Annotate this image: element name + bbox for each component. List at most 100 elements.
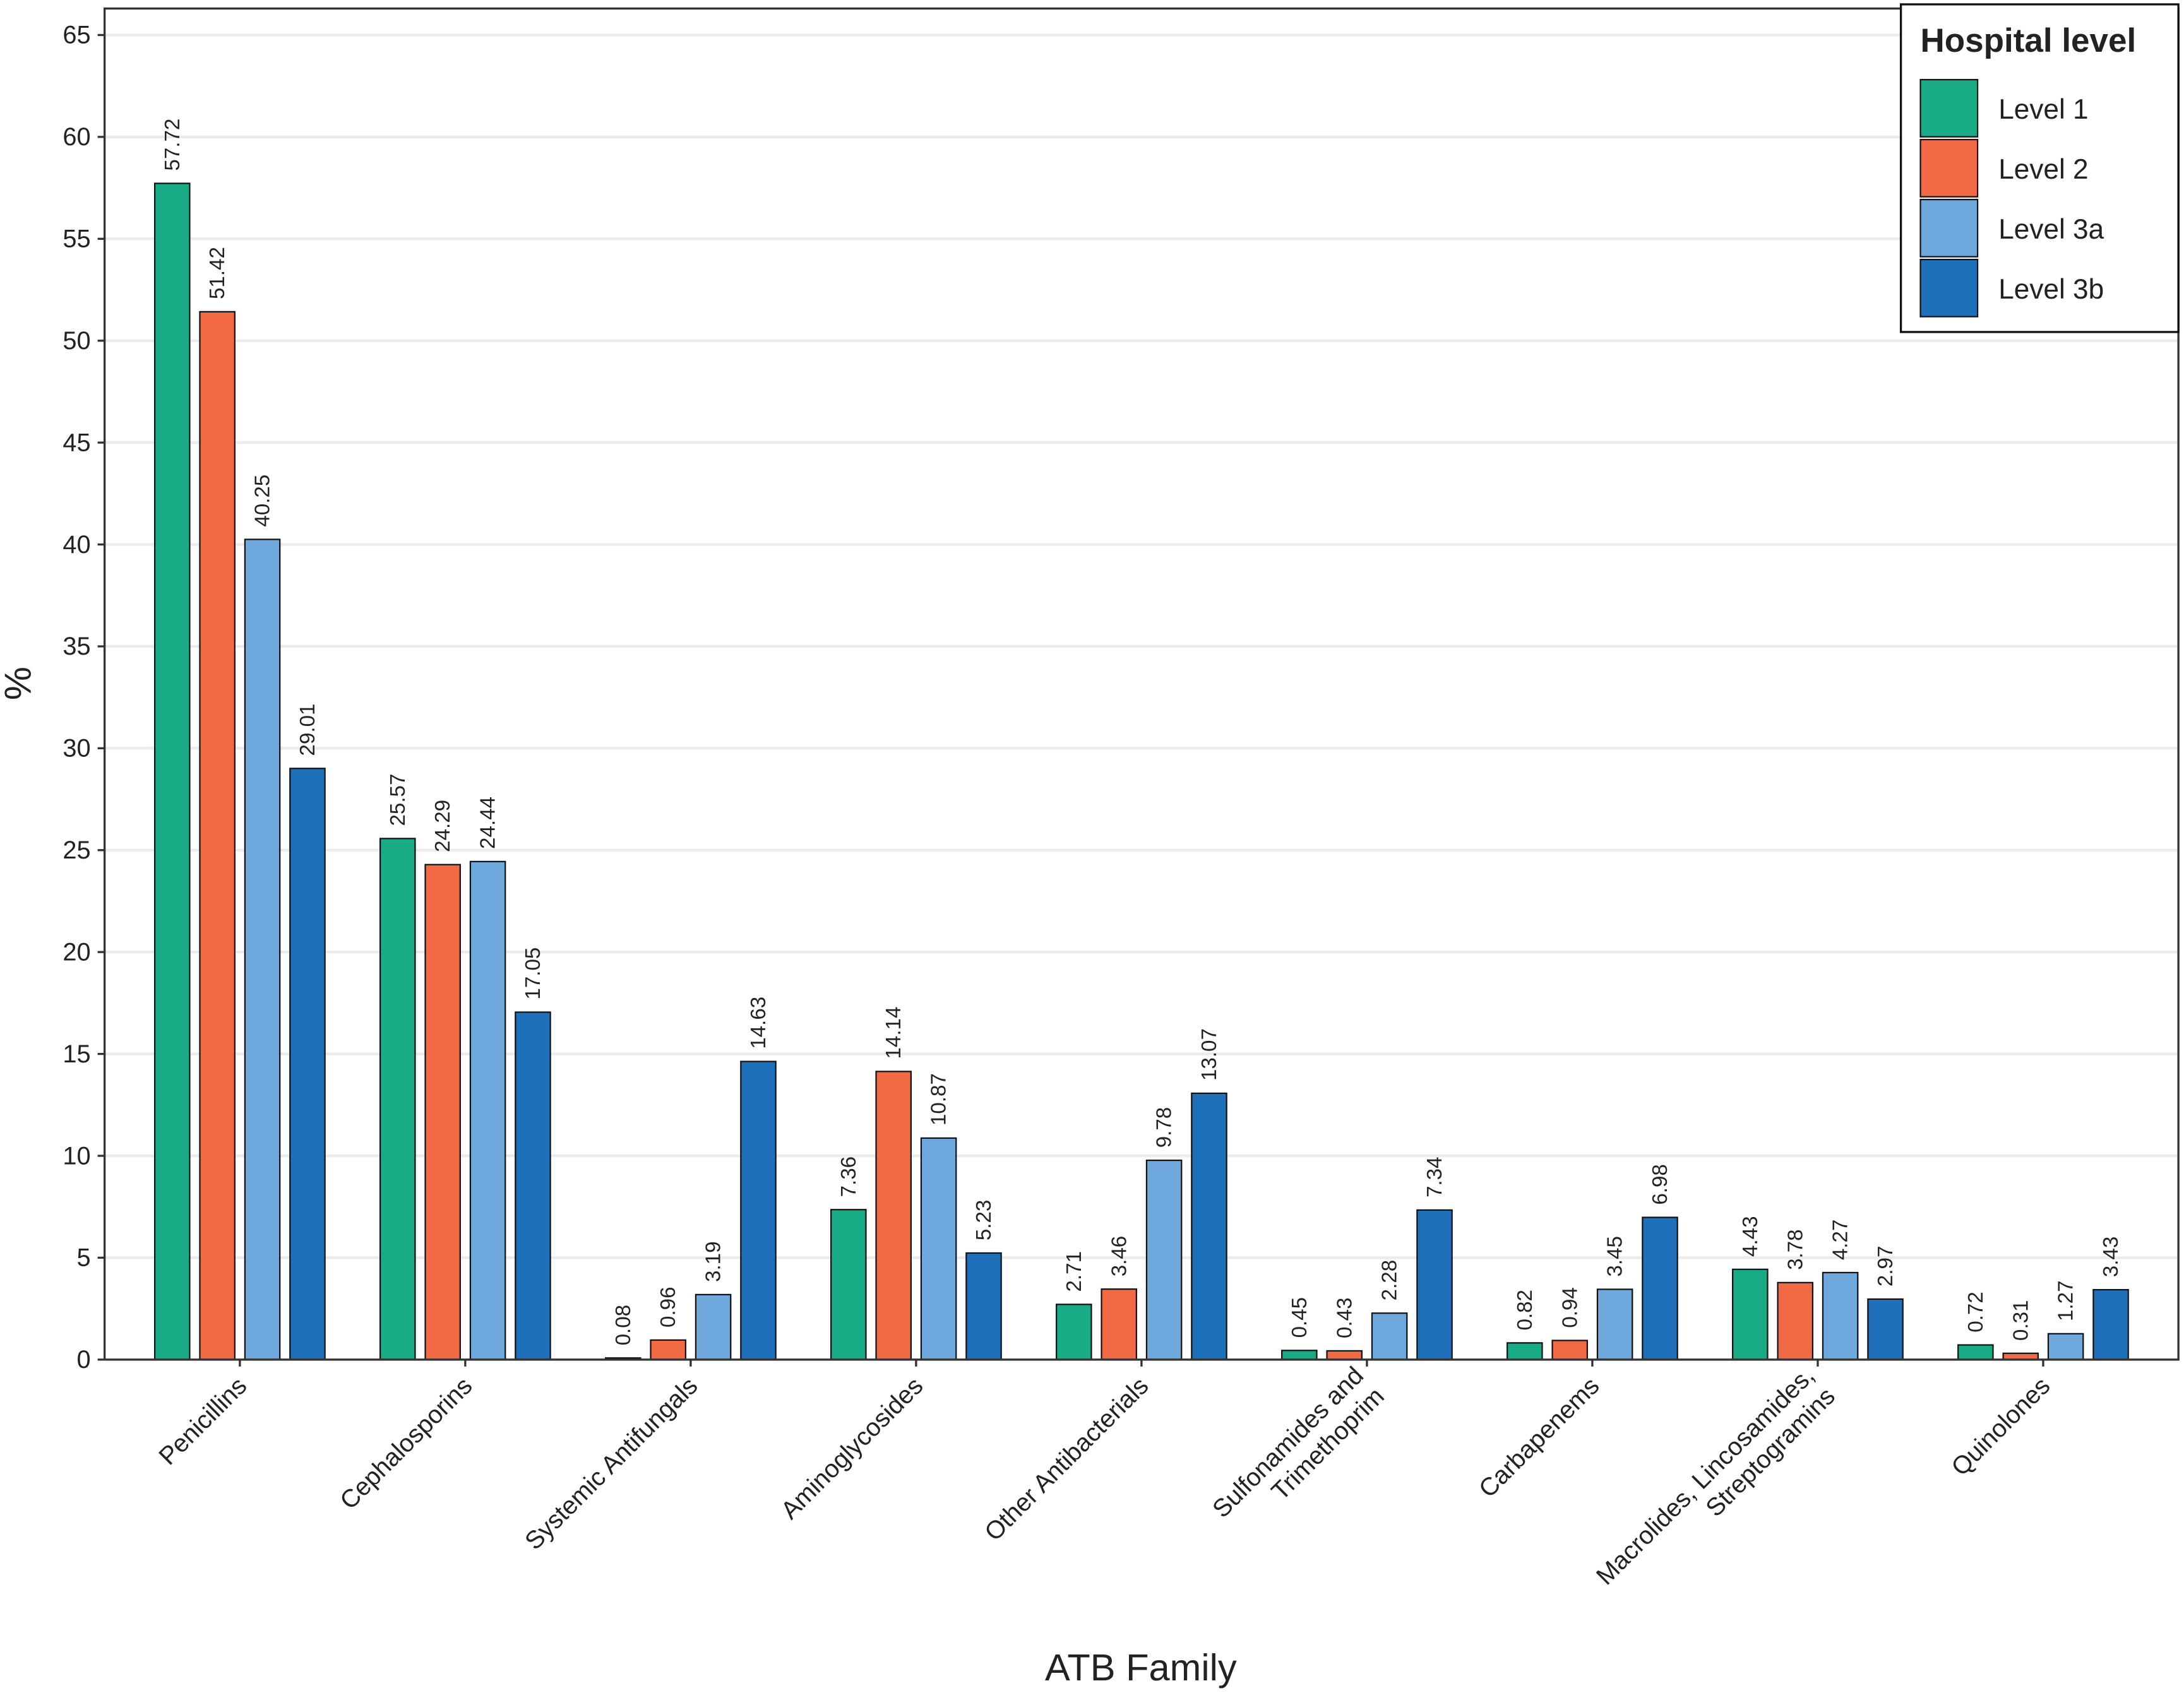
value-label: 10.87 (928, 1073, 951, 1126)
x-tick-label: Other Antibacterials (979, 1372, 1154, 1546)
value-label: 9.78 (1153, 1107, 1176, 1148)
value-label: 0.72 (1964, 1292, 1988, 1332)
y-tick-label: 30 (63, 735, 90, 763)
y-tick-label: 60 (63, 123, 90, 151)
bar (650, 1339, 686, 1360)
value-label: 17.05 (522, 947, 545, 1000)
x-tick-label: Carbapenems (1474, 1372, 1605, 1503)
value-label: 40.25 (251, 475, 275, 527)
x-axis-title: ATB Family (1045, 1646, 1237, 1689)
bar (1732, 1268, 1769, 1360)
value-label: 2.97 (1874, 1246, 1897, 1286)
value-label: 51.42 (206, 247, 229, 299)
y-tick-label: 55 (63, 225, 90, 253)
y-tick-label: 0 (76, 1346, 90, 1374)
value-label: 57.72 (161, 119, 184, 171)
bar (1642, 1216, 1678, 1360)
value-label: 14.14 (882, 1007, 905, 1059)
value-label: 7.36 (837, 1156, 861, 1197)
value-label: 2.28 (1378, 1260, 1402, 1300)
value-label: 3.46 (1107, 1236, 1131, 1276)
bar (1957, 1344, 1994, 1360)
value-label: 13.07 (1198, 1028, 1221, 1081)
value-label: 3.43 (2099, 1237, 2123, 1277)
bar (1822, 1271, 1859, 1360)
bar (289, 768, 326, 1360)
bar (1867, 1298, 1904, 1360)
bar (1101, 1288, 1137, 1360)
x-tick-label: Quinolones (1946, 1372, 2055, 1481)
bar (515, 1011, 551, 1360)
value-label: 0.31 (2009, 1300, 2032, 1340)
legend-label: Level 3a (1998, 214, 2104, 245)
bar (2047, 1333, 2084, 1360)
y-tick-label: 5 (76, 1244, 90, 1272)
value-label: 1.27 (2055, 1280, 2078, 1321)
x-tick-label: Macrolides, Lincosamides,Streptogramins (1591, 1362, 1841, 1611)
legend-swatch (1919, 199, 1979, 258)
bar (469, 860, 506, 1360)
x-tick-label: Aminoglycosides (776, 1372, 929, 1524)
value-label: 3.45 (1604, 1236, 1627, 1276)
bar (1416, 1209, 1453, 1360)
y-tick-label: 50 (63, 327, 90, 355)
y-tick-label: 65 (63, 21, 90, 49)
bar (1145, 1160, 1183, 1360)
y-tick-label: 35 (63, 633, 90, 660)
value-label: 5.23 (972, 1200, 996, 1240)
value-label: 25.57 (386, 774, 410, 826)
value-label: 3.78 (1784, 1229, 1807, 1269)
value-label: 2.71 (1063, 1251, 1086, 1292)
x-tick-label: Cephalosporins (335, 1372, 477, 1514)
legend-label: Level 2 (1998, 154, 2088, 185)
bar (920, 1137, 957, 1360)
value-label: 24.44 (477, 797, 500, 849)
bar (875, 1071, 912, 1360)
value-label: 0.45 (1288, 1297, 1311, 1338)
bar (153, 182, 191, 1360)
bar (2092, 1289, 2129, 1360)
legend-label: Level 3b (1998, 274, 2104, 305)
bar (740, 1060, 777, 1360)
value-label: 7.34 (1423, 1157, 1447, 1197)
legend-swatch (1919, 79, 1979, 138)
legend-title: Hospital level (1921, 22, 2137, 59)
x-tick-label: Sulfonamides andTrimethoprim (1207, 1362, 1390, 1544)
bar (1056, 1304, 1092, 1360)
value-label: 0.94 (1558, 1287, 1582, 1328)
plot-border (104, 7, 2180, 1361)
y-tick-label: 25 (63, 836, 90, 864)
y-tick-label: 10 (63, 1142, 90, 1170)
bar (1507, 1342, 1543, 1360)
value-label: 6.98 (1649, 1164, 1672, 1204)
bar (1551, 1340, 1589, 1360)
value-label: 24.29 (431, 800, 455, 852)
bar (695, 1293, 732, 1360)
bar (1281, 1350, 1318, 1360)
bar (1191, 1092, 1227, 1360)
legend-label: Level 1 (1998, 94, 2088, 125)
value-label: 4.27 (1829, 1220, 1853, 1260)
bar (424, 864, 461, 1360)
value-label: 0.43 (1333, 1298, 1356, 1338)
legend-swatch (1919, 139, 1979, 198)
bar (830, 1209, 867, 1360)
y-tick-label: 40 (63, 531, 90, 559)
value-label: 14.63 (747, 997, 770, 1049)
y-tick-label: 45 (63, 429, 90, 456)
bar (1777, 1281, 1814, 1360)
bar (1596, 1288, 1633, 1360)
value-label: 0.08 (612, 1305, 635, 1345)
bar (244, 538, 281, 1360)
bar (379, 838, 416, 1360)
bar (965, 1252, 1002, 1360)
value-label: 0.96 (657, 1286, 680, 1327)
y-axis-title: % (0, 667, 39, 700)
value-label: 29.01 (296, 704, 319, 756)
x-tick-label: Systemic Antifungals (520, 1372, 703, 1555)
y-tick-label: 15 (63, 1040, 90, 1068)
value-label: 4.43 (1739, 1216, 1762, 1256)
x-tick-label: Penicillins (153, 1372, 252, 1470)
legend-swatch (1919, 258, 1979, 318)
